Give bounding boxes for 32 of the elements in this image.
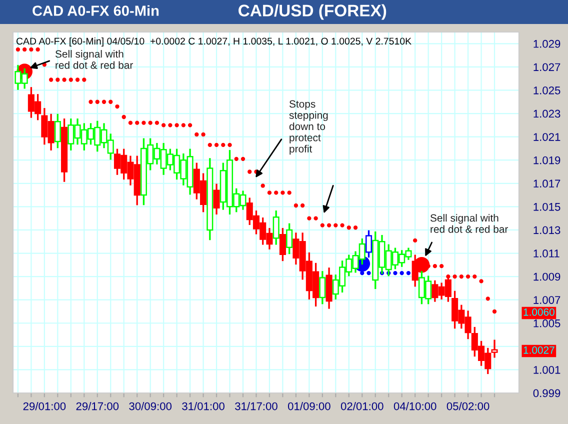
x-tick-label: 29/01:00 (23, 402, 66, 410)
y-tick-label: 1.015 (534, 202, 560, 211)
y-tick-label: 1.007 (534, 296, 560, 304)
text: 1.0027 (524, 346, 554, 354)
x-tick-label: 29/17:00 (76, 402, 119, 410)
x-tick-label: 30/09:00 (129, 402, 172, 410)
annotation: Sell signal with red dot & red bar (430, 214, 508, 233)
text: CAD A0-FX [60-Min] 04/05/10 +0.0002 C 1.0027, H 1.0035, L 1.0021, O 1.0025, V 2.7510K (16, 37, 412, 47)
y-tick-label: 1.019 (534, 156, 560, 164)
chart-title: CAD/USD (FOREX) (238, 4, 386, 20)
x-tick-label: 04/10:00 (394, 402, 436, 410)
text: 1.0060 (524, 308, 554, 316)
x-tick-label: 31/01:00 (182, 402, 224, 410)
y-tick-label: 1.021 (534, 133, 560, 141)
y-tick-label: 1.011 (534, 250, 560, 258)
y-tick-label: 1.001 (534, 366, 560, 374)
text: CAD A0-FX 60-Min (32, 5, 159, 16)
annotation: Stops stepping down to protect profit (289, 100, 328, 155)
y-tick-label: 1.009 (534, 272, 560, 281)
y-tick-label: 1.025 (534, 86, 560, 94)
x-tick-label: 05/02:00 (446, 402, 490, 410)
annotation: Sell signal with red dot & red bar (55, 50, 133, 69)
y-tick-label: 1.013 (534, 226, 560, 234)
y-tick-label: 1.027 (534, 63, 560, 72)
y-tick-label: 1.023 (534, 110, 560, 118)
x-tick-label: 31/17:00 (235, 402, 278, 410)
x-tick-label: 02/01:00 (340, 402, 384, 410)
y-tick-label: 1.005 (534, 319, 560, 328)
x-tick-label: 01/09:00 (288, 402, 330, 410)
y-tick-label: 1.017 (534, 180, 560, 188)
y-tick-label: 0.999 (533, 389, 560, 398)
y-tick-label: 1.029 (534, 40, 560, 48)
